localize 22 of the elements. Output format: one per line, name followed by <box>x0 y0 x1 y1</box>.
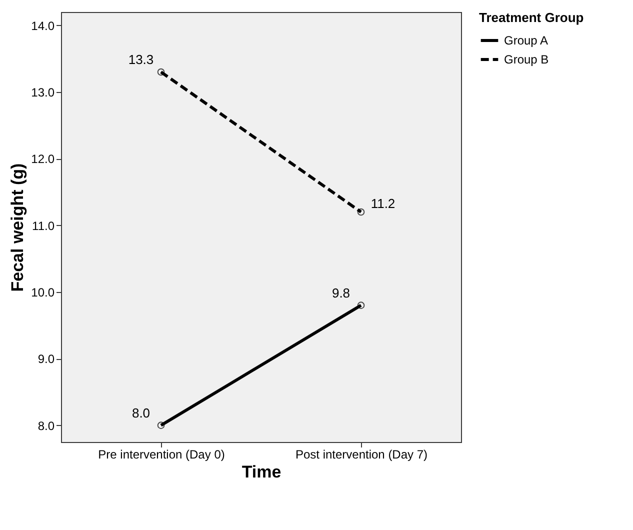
data-label: 11.2 <box>370 196 396 211</box>
y-tick-label: 10.0 <box>31 286 55 300</box>
point <box>157 68 165 76</box>
y-tick-label: 13.0 <box>31 86 55 100</box>
y-tick-label: 12.0 <box>31 152 55 166</box>
point <box>357 208 365 216</box>
y-tick-label: 11.0 <box>32 218 55 233</box>
legend-label: Group A <box>504 34 548 48</box>
legend-label: Group B <box>504 52 549 66</box>
y-tick-label: 14.0 <box>31 18 55 33</box>
y-tick-label: 9.0 <box>38 352 55 366</box>
x-tick-label: Pre intervention (Day 0) <box>98 448 225 462</box>
data-label: 8.0 <box>132 405 150 420</box>
data-label: 9.8 <box>332 285 350 300</box>
y-tick-label: 8.0 <box>38 418 55 433</box>
point <box>357 302 365 309</box>
legend-title: Treatment Group <box>479 10 584 25</box>
x-axis-title: Time <box>242 462 282 482</box>
point <box>157 422 165 429</box>
x-tick-label: Post intervention (Day 7) <box>295 448 428 462</box>
y-axis-title: Fecal weight (g) <box>8 163 28 292</box>
data-label: 13.3 <box>128 52 154 67</box>
